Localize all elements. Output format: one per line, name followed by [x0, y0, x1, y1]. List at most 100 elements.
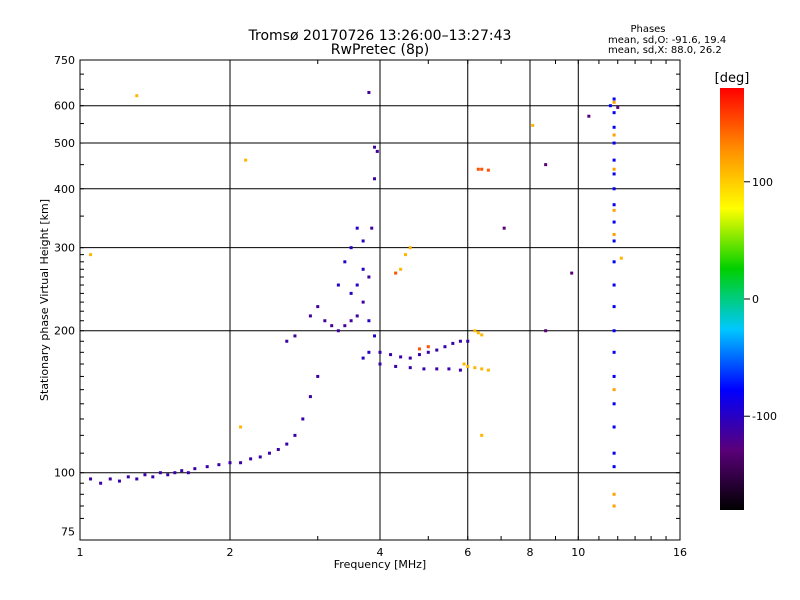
- data-point: [99, 481, 103, 485]
- data-point: [612, 100, 616, 104]
- data-point: [375, 149, 379, 153]
- data-point: [612, 141, 616, 145]
- data-point: [394, 364, 398, 368]
- data-point: [544, 329, 548, 333]
- y-tick-label: 500: [54, 137, 75, 150]
- data-point: [378, 350, 382, 354]
- data-point: [349, 291, 353, 295]
- data-point: [612, 329, 616, 333]
- data-point: [612, 232, 616, 236]
- data-point: [367, 350, 371, 354]
- data-point: [244, 158, 248, 162]
- data-point: [447, 367, 451, 371]
- data-point: [612, 203, 616, 207]
- data-point: [451, 341, 455, 345]
- data-point: [193, 467, 197, 471]
- data-point: [378, 362, 382, 366]
- data-point: [316, 305, 320, 309]
- data-point: [612, 388, 616, 392]
- data-point: [612, 111, 616, 115]
- data-point: [408, 366, 412, 370]
- data-point: [158, 471, 162, 475]
- grid: [80, 60, 680, 540]
- data-point: [612, 350, 616, 354]
- data-point: [89, 253, 93, 257]
- data-point: [217, 463, 221, 467]
- data-point: [466, 364, 470, 368]
- axis-ticks: 1 2 4 6 8 10 16 75 100 200 300 400 500 600 750: [54, 54, 687, 559]
- data-point: [394, 271, 398, 275]
- data-point: [502, 226, 506, 230]
- phase-x-stats: mean, sd,X: 88.0, 26.2: [608, 45, 722, 56]
- x-tick-label: 1: [77, 546, 84, 559]
- data-point: [612, 374, 616, 378]
- data-point: [343, 324, 347, 328]
- data-point: [186, 471, 190, 475]
- data-points: [89, 90, 623, 508]
- data-point: [373, 334, 377, 338]
- x-tick-label: 2: [227, 546, 234, 559]
- data-point: [399, 355, 403, 359]
- data-point: [143, 473, 147, 477]
- y-tick-label: 200: [54, 325, 75, 338]
- data-point: [349, 319, 353, 323]
- data-point: [466, 339, 470, 343]
- data-point: [612, 167, 616, 171]
- data-point: [355, 226, 359, 230]
- data-point: [389, 353, 393, 357]
- data-point: [361, 239, 365, 243]
- data-point: [417, 353, 421, 357]
- data-point: [486, 368, 490, 372]
- data-point: [612, 239, 616, 243]
- data-point: [336, 329, 340, 333]
- data-point: [612, 402, 616, 406]
- data-point: [267, 451, 271, 455]
- phase-box-title: Phases: [630, 24, 665, 35]
- data-point: [367, 90, 371, 94]
- data-point: [108, 477, 112, 481]
- data-point: [473, 366, 477, 370]
- data-point: [476, 331, 480, 335]
- data-point: [544, 163, 548, 167]
- data-point: [612, 158, 616, 162]
- chart-subtitle: RwPretec (8p): [331, 42, 429, 58]
- y-tick-label: 100: [54, 467, 75, 480]
- colorbar-ticks: 100 0 -100: [744, 176, 777, 423]
- data-point: [612, 451, 616, 455]
- data-point: [373, 145, 377, 149]
- data-point: [180, 469, 184, 473]
- data-point: [462, 362, 466, 366]
- data-point: [612, 97, 616, 101]
- data-point: [135, 94, 139, 98]
- data-point: [612, 172, 616, 176]
- data-point: [403, 253, 407, 257]
- data-point: [330, 324, 334, 328]
- colorbar-tick-label: -100: [752, 410, 777, 423]
- data-point: [616, 105, 620, 109]
- data-point: [361, 356, 365, 360]
- data-point: [612, 504, 616, 508]
- data-point: [258, 455, 262, 459]
- data-point: [480, 367, 484, 371]
- data-point: [293, 334, 297, 338]
- data-point: [249, 457, 253, 461]
- data-point: [473, 329, 477, 333]
- x-axis-label: Frequency [MHz]: [334, 558, 426, 571]
- y-tick-label: 75: [61, 526, 75, 539]
- data-point: [612, 283, 616, 287]
- data-point: [443, 345, 447, 349]
- data-point: [612, 465, 616, 469]
- y-tick-label: 600: [54, 100, 75, 113]
- y-tick-label: 300: [54, 242, 75, 255]
- phase-o-stats: mean, sd,O: -91.6, 19.4: [608, 35, 726, 46]
- data-point: [316, 374, 320, 378]
- y-axis-label: Stationary phase Virtual Height [km]: [38, 199, 51, 401]
- x-tick-label: 10: [571, 546, 585, 559]
- data-point: [476, 167, 480, 171]
- x-tick-label: 8: [527, 546, 534, 559]
- data-point: [480, 433, 484, 437]
- data-point: [619, 256, 623, 260]
- colorbar-tick-label: 0: [752, 293, 759, 306]
- data-point: [612, 208, 616, 212]
